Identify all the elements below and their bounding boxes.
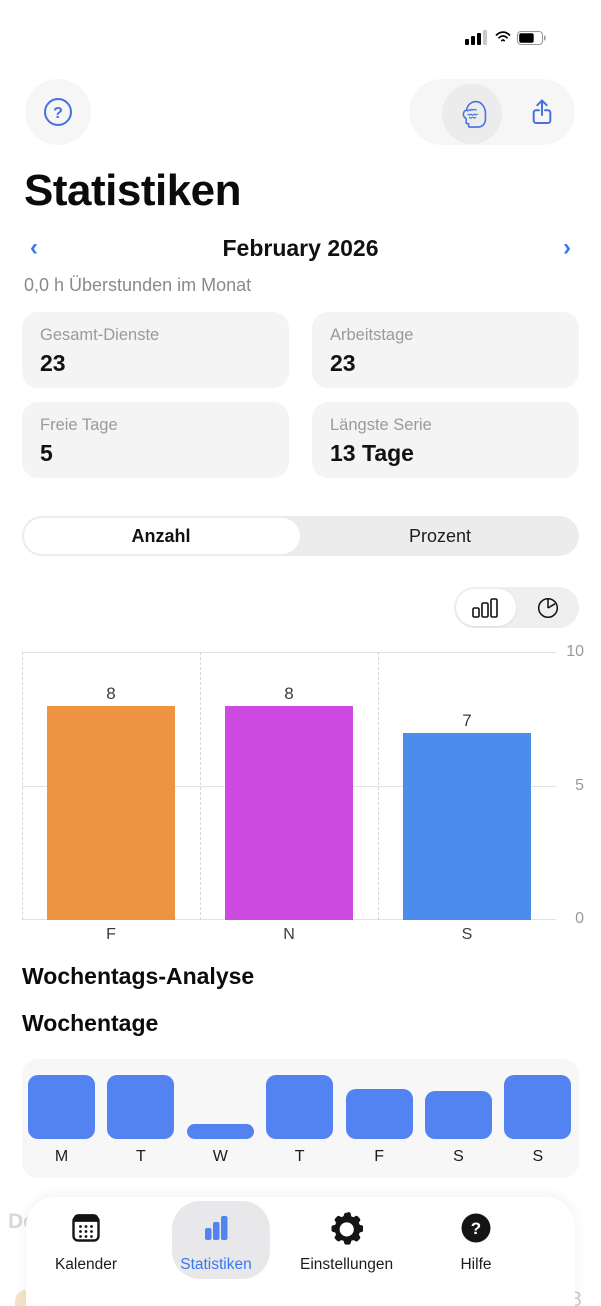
svg-text:?: ? [53,105,63,122]
svg-text:?: ? [471,1219,481,1238]
